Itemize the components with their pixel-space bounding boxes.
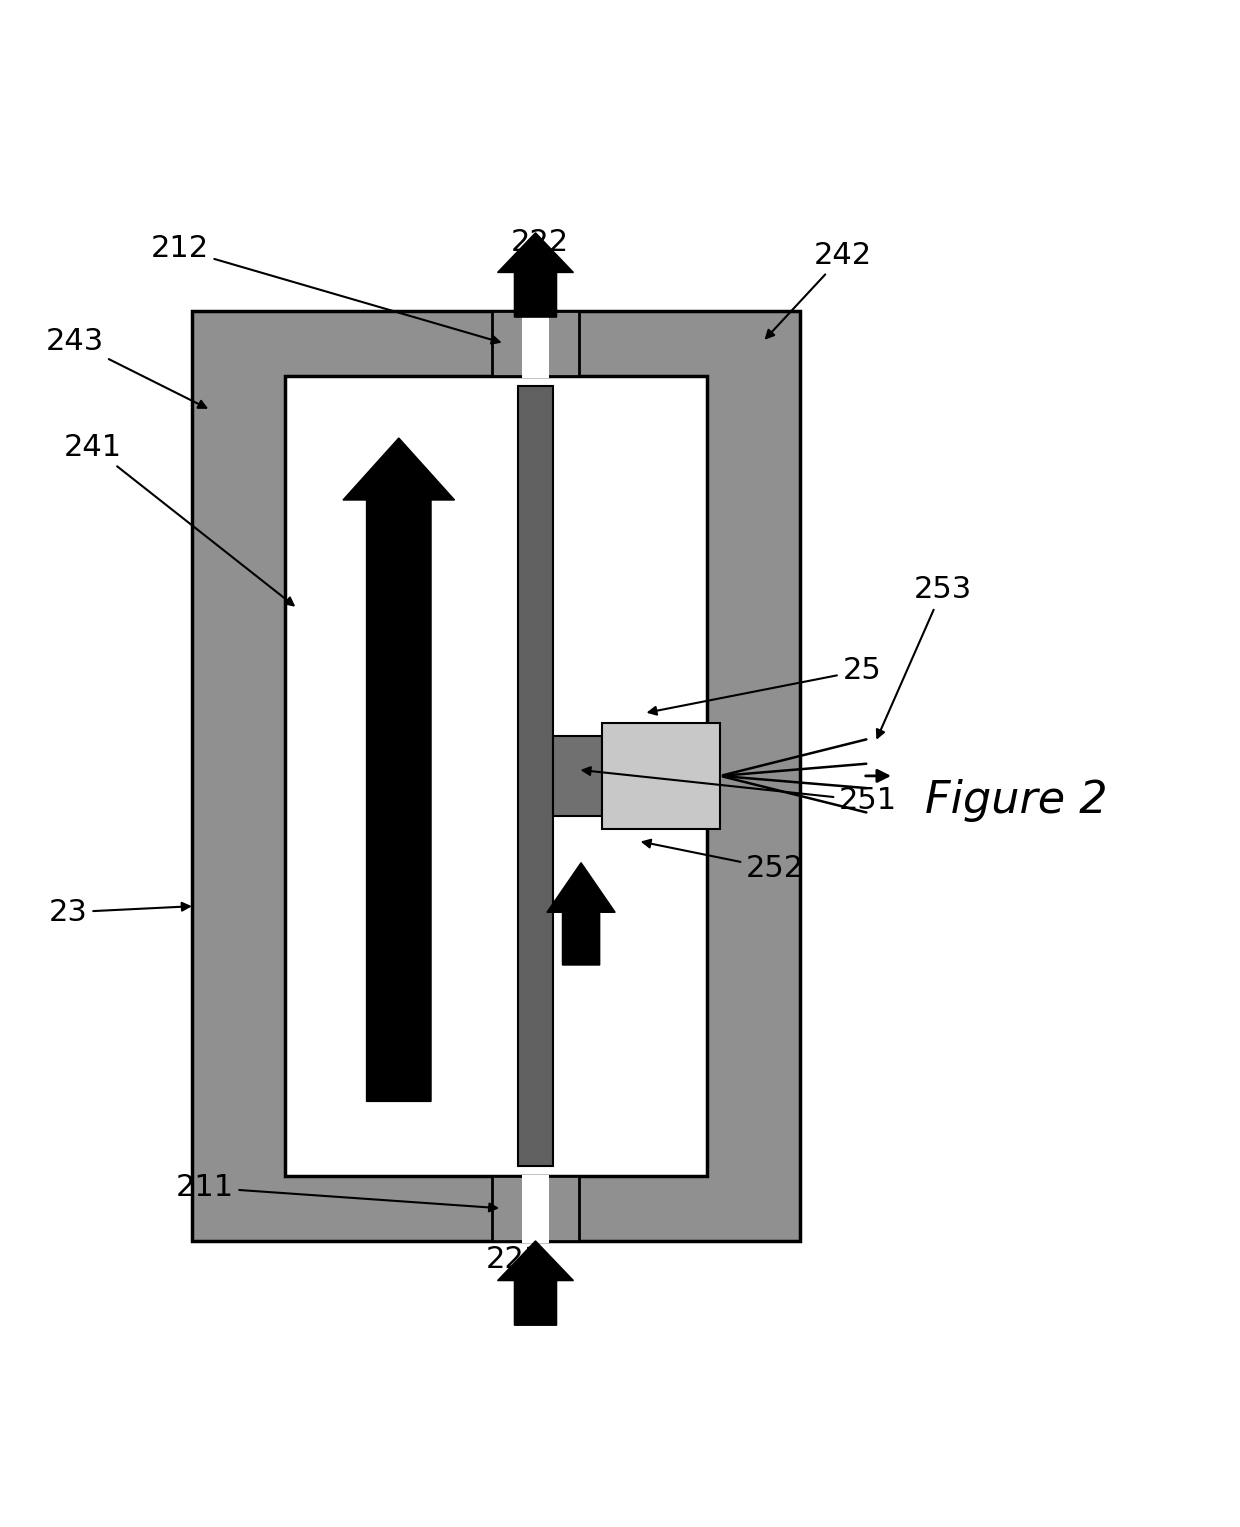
- Text: 25: 25: [649, 657, 882, 715]
- FancyArrow shape: [547, 863, 615, 965]
- Text: 221: 221: [486, 1245, 543, 1278]
- Text: 23: 23: [48, 898, 190, 927]
- FancyArrow shape: [497, 232, 573, 318]
- Bar: [492, 312, 579, 376]
- Text: 253: 253: [877, 576, 971, 738]
- Bar: [603, 724, 720, 829]
- Bar: [518, 386, 553, 1167]
- Bar: [522, 310, 548, 379]
- Text: 222: 222: [511, 228, 568, 267]
- Bar: [285, 376, 707, 1176]
- Text: 243: 243: [46, 327, 206, 408]
- Bar: [522, 1174, 548, 1243]
- Bar: [192, 312, 800, 1241]
- Bar: [553, 736, 603, 817]
- Text: 251: 251: [583, 767, 897, 815]
- Text: 241: 241: [64, 432, 294, 605]
- Text: 212: 212: [151, 235, 500, 344]
- FancyArrow shape: [343, 438, 455, 1101]
- Text: Figure 2: Figure 2: [925, 779, 1109, 822]
- Text: 252: 252: [642, 840, 804, 884]
- Bar: [515, 272, 557, 318]
- FancyArrow shape: [497, 1241, 573, 1325]
- Text: 242: 242: [766, 241, 872, 337]
- Bar: [515, 1275, 557, 1325]
- Text: 211: 211: [176, 1173, 497, 1211]
- Bar: [492, 1176, 579, 1241]
